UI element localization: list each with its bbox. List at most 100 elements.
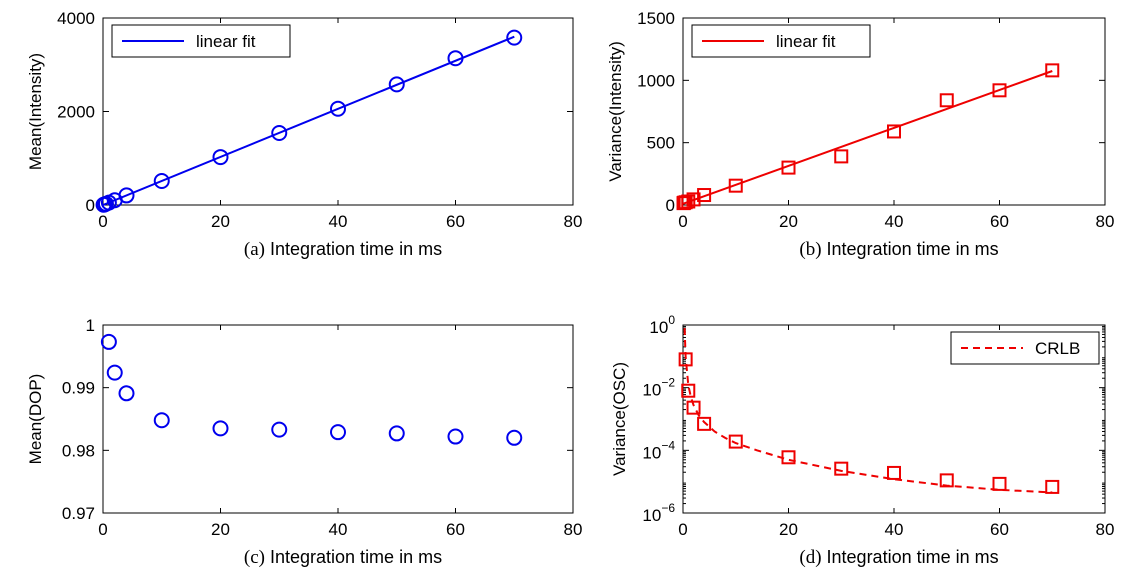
data-point: [697, 188, 712, 203]
data-point: [992, 83, 1007, 98]
y-tick-base: 10: [642, 381, 661, 400]
x-tick-label: 40: [329, 520, 348, 539]
panel-c: 0 20 40 60 80 0.97 0.98 0.99 1 Mean(DOP) (c) Integr…: [26, 316, 582, 568]
x-tick-label: 0: [98, 212, 107, 231]
caption-text: Integration time in ms: [270, 239, 442, 259]
x-axis-caption: (d) Integration time in ms: [799, 547, 998, 568]
legend: linear fit: [691, 24, 871, 58]
y-tick-label: 10−6: [642, 501, 675, 525]
data-point: [506, 429, 523, 446]
y-tick-base: 10: [642, 443, 661, 462]
fit-line-linear-fit: [102, 35, 515, 206]
data-point: [118, 385, 135, 402]
x-tick-label: 40: [885, 520, 904, 539]
y-axis-label: Variance(OSC): [610, 362, 629, 476]
data-point: [212, 149, 229, 166]
y-axis-label: Mean(DOP): [26, 374, 45, 465]
legend-box: [111, 24, 291, 58]
panel-a: 0 20 40 60 80 0 2000 4000 Mean(Intensity) (a) Inte…: [26, 9, 582, 260]
y-tick-label: 100: [649, 313, 675, 337]
data-point: [781, 160, 796, 175]
data-point: [1045, 63, 1060, 78]
data-point: [697, 416, 712, 431]
legend-label: linear fit: [776, 32, 836, 51]
y-tick-label: 500: [647, 134, 675, 153]
caption-letter: (b): [799, 239, 821, 260]
x-tick-label: 80: [564, 520, 583, 539]
caption-letter: (a): [244, 239, 265, 260]
data-point: [153, 173, 170, 190]
x-tick-label: 60: [990, 520, 1009, 539]
fit-line-crlb: [683, 327, 1053, 494]
data-point: [388, 425, 405, 442]
x-tick-label: 0: [678, 212, 687, 231]
x-tick-label: 40: [885, 212, 904, 231]
data-point: [212, 420, 229, 437]
y-axis-label: Mean(Intensity): [26, 53, 45, 170]
y-tick-exponent: −4: [661, 438, 675, 452]
legend-label: linear fit: [196, 32, 256, 51]
caption-text: Integration time in ms: [827, 239, 999, 259]
y-tick-label: 1500: [637, 9, 675, 28]
legend: CRLB: [950, 331, 1100, 365]
y-tick-exponent: 0: [668, 313, 675, 327]
data-point: [781, 450, 796, 465]
data-point: [887, 465, 901, 480]
x-axis-caption: (b) Integration time in ms: [799, 239, 998, 260]
data-point: [686, 192, 701, 207]
x-tick-label: 60: [990, 212, 1009, 231]
caption-text: Integration time in ms: [270, 547, 442, 567]
y-tick-label: 0: [666, 196, 675, 215]
data-point: [834, 461, 849, 476]
y-axis-label: Variance(Intensity): [606, 41, 625, 181]
x-axis-caption: (c) Integration time in ms: [244, 547, 442, 568]
data-point: [686, 400, 701, 415]
data-point: [447, 50, 464, 67]
data-point: [939, 93, 954, 108]
caption-letter: (d): [799, 547, 821, 568]
y-tick-exponent: −2: [661, 376, 675, 390]
data-point: [330, 100, 346, 117]
x-tick-label: 80: [1096, 520, 1115, 539]
data-point: [106, 364, 123, 381]
panel-b: 0 20 40 60 80 0 500 1000 1500 Variance(Intensity)…: [606, 9, 1114, 260]
y-tick-label: 0.97: [62, 504, 95, 523]
caption-letter: (c): [244, 547, 265, 568]
y-tick-base: 10: [642, 506, 661, 525]
data-point: [1045, 479, 1060, 494]
y-tick-label: 0.99: [62, 379, 95, 398]
y-tick-label: 0.98: [62, 441, 95, 460]
x-tick-label: 0: [678, 520, 687, 539]
x-tick-label: 20: [211, 212, 230, 231]
y-tick-label: 1000: [637, 71, 675, 90]
legend-label: CRLB: [1035, 339, 1080, 358]
y-tick-base: 10: [649, 318, 668, 337]
data-point: [681, 383, 696, 398]
x-tick-label: 40: [329, 212, 348, 231]
x-tick-label: 20: [779, 520, 798, 539]
data-point: [330, 424, 346, 441]
x-tick-label: 80: [1096, 212, 1115, 231]
data-point: [728, 434, 743, 449]
data-point: [271, 421, 288, 438]
y-tick-label: 4000: [57, 9, 95, 28]
axes-box: [102, 324, 574, 514]
data-point: [118, 187, 135, 204]
data-point: [388, 76, 405, 93]
data-point: [887, 124, 901, 139]
y-tick-label: 10−2: [642, 376, 675, 400]
y-tick-label: 2000: [57, 103, 95, 122]
data-point: [992, 476, 1007, 491]
x-tick-label: 20: [211, 520, 230, 539]
y-tick-label: 0: [86, 196, 95, 215]
data-point: [447, 428, 464, 445]
data-point: [834, 149, 849, 164]
panel-d: 0 20 40 60 8010−610−410−2100Variance(OSC)(d)…: [610, 313, 1114, 568]
x-axis-caption: (a) Integration time in ms: [244, 239, 442, 260]
data-point: [271, 125, 288, 142]
data-point: [728, 178, 743, 193]
data-point: [153, 412, 170, 429]
y-tick-exponent: −6: [661, 501, 675, 515]
fit-line-linear-fit: [682, 70, 1053, 205]
